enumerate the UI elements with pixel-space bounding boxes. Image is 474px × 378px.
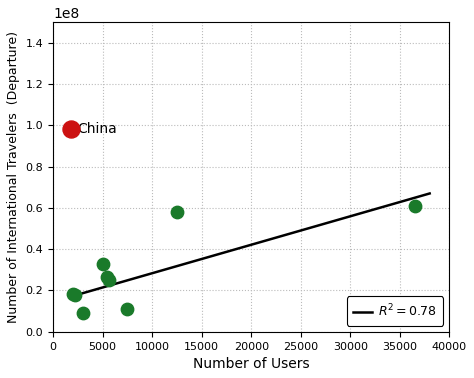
Point: [71, 291, 79, 297]
Point: [106, 277, 113, 283]
Point: [124, 306, 131, 312]
Point: [104, 274, 111, 280]
Point: [411, 203, 419, 209]
Legend: $R^2 = 0.78$: $R^2 = 0.78$: [347, 296, 443, 325]
Point: [99, 260, 106, 266]
Text: China: China: [77, 122, 117, 136]
Point: [69, 291, 77, 297]
Point: [67, 126, 74, 132]
X-axis label: Number of Users: Number of Users: [193, 357, 310, 371]
Point: [173, 209, 181, 215]
Point: [79, 310, 86, 316]
Y-axis label: Number of International Travelers  (Departure): Number of International Travelers (Depar…: [7, 31, 20, 323]
